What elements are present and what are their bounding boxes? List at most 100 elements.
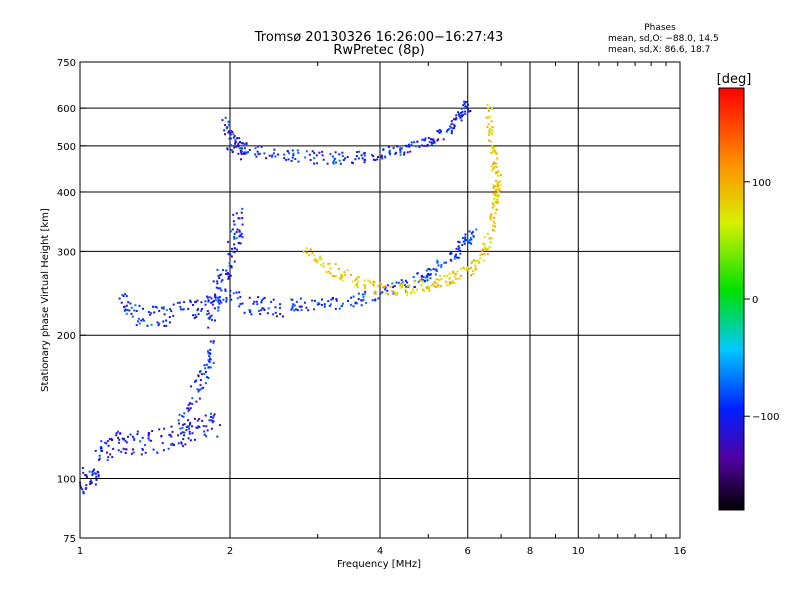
y-axis-ticks: 75 100 200 300 400 500 600 750 <box>57 58 86 545</box>
echo-point <box>495 171 498 174</box>
echo-point <box>490 165 493 168</box>
echo-point <box>450 120 453 123</box>
echo-point <box>356 283 358 286</box>
echo-point <box>297 151 300 154</box>
echo-point <box>172 314 175 317</box>
echo-point <box>200 387 203 390</box>
echo-point <box>270 300 273 303</box>
echo-point <box>361 157 364 160</box>
echo-point <box>291 156 294 159</box>
echo-point <box>93 468 96 471</box>
echo-point <box>424 276 427 279</box>
echo-point <box>206 429 209 432</box>
echo-point <box>305 150 308 153</box>
echo-point <box>369 281 372 284</box>
echo-point <box>299 297 302 300</box>
echo-point <box>420 275 423 278</box>
echo-point <box>89 480 92 483</box>
echo-point <box>221 119 224 122</box>
echo-point <box>472 235 475 237</box>
echo-point <box>85 474 88 477</box>
echo-point <box>286 150 289 152</box>
echo-point <box>372 155 375 158</box>
echo-point <box>270 155 273 158</box>
echo-point <box>492 167 495 170</box>
echo-point <box>211 300 214 303</box>
echo-point <box>234 139 237 142</box>
echo-point <box>357 280 360 283</box>
echo-point <box>490 212 493 215</box>
echo-point <box>422 276 425 278</box>
y-tick-label: 200 <box>57 331 76 342</box>
echo-point <box>171 443 174 446</box>
echo-point <box>158 322 161 325</box>
echo-point <box>227 120 230 123</box>
echo-point <box>125 304 128 307</box>
echo-point <box>191 397 194 400</box>
echo-point <box>214 319 216 322</box>
echo-point <box>235 231 238 233</box>
echo-point <box>430 284 433 287</box>
echo-point <box>370 153 373 156</box>
echo-point <box>496 190 499 193</box>
grid-lines <box>80 62 680 538</box>
echo-point <box>255 155 258 158</box>
echo-point <box>191 432 194 435</box>
echo-point <box>210 427 213 430</box>
echo-point <box>193 317 196 320</box>
echo-point <box>227 131 230 134</box>
echo-point <box>274 155 277 158</box>
echo-point <box>232 292 235 295</box>
echo-point <box>460 107 463 110</box>
echo-point <box>493 162 496 165</box>
echo-point <box>326 162 329 165</box>
echo-point <box>230 298 233 301</box>
echo-point <box>465 268 468 271</box>
echo-point <box>94 483 97 486</box>
echo-point <box>126 309 129 311</box>
echo-point <box>496 182 499 185</box>
echo-point <box>150 323 153 326</box>
echo-point <box>489 115 492 118</box>
echo-point <box>433 281 436 283</box>
echo-point <box>443 261 446 264</box>
echo-point <box>209 348 212 351</box>
echo-point <box>257 296 260 299</box>
echo-point <box>203 364 206 367</box>
y-tick-label: 300 <box>57 247 76 258</box>
echo-point <box>419 279 422 282</box>
echo-point <box>185 429 188 432</box>
echo-point <box>179 305 182 308</box>
echo-point <box>183 412 186 415</box>
echo-point <box>127 301 130 304</box>
echo-point <box>122 438 125 441</box>
echo-point <box>208 296 211 299</box>
echo-point <box>167 447 170 450</box>
echo-point <box>189 402 192 405</box>
echo-point <box>115 434 118 437</box>
echo-point <box>436 259 439 262</box>
echo-point <box>291 298 294 301</box>
echo-point <box>430 143 433 146</box>
echo-point <box>228 264 231 267</box>
echo-point <box>399 147 402 149</box>
y-axis-label: Stationary phase Virtual Height [km] <box>40 208 51 392</box>
echo-point <box>233 223 236 226</box>
echo-point <box>464 238 467 241</box>
echo-point <box>182 308 185 311</box>
echo-point <box>335 299 338 302</box>
echo-point <box>491 133 494 136</box>
echo-point <box>444 261 447 264</box>
echo-point <box>207 300 210 303</box>
echo-point <box>435 286 437 288</box>
echo-point <box>469 241 472 244</box>
echo-point <box>463 242 466 245</box>
echo-point <box>432 283 435 286</box>
echo-point <box>495 194 498 197</box>
echo-point <box>363 161 366 164</box>
echo-point <box>268 154 271 157</box>
echo-point <box>195 426 198 429</box>
echo-point <box>483 236 486 239</box>
echo-point <box>462 266 465 269</box>
echo-point <box>452 118 455 121</box>
